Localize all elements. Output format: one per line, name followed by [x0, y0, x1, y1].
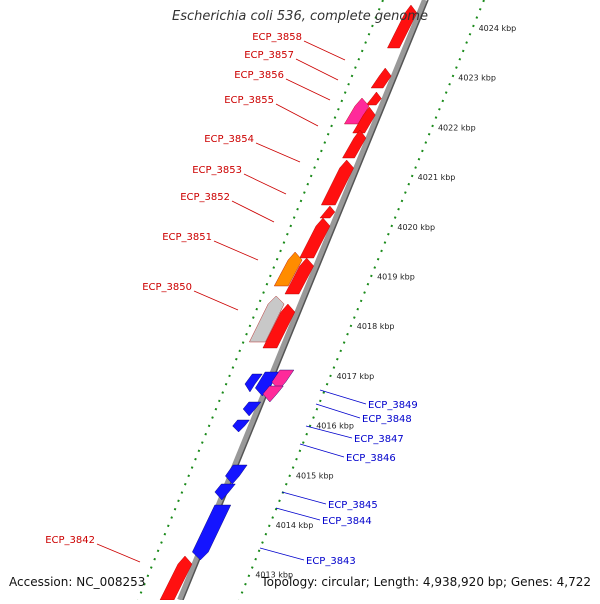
- label-leader: [255, 142, 301, 163]
- kbp-tick-label: 4020 kbp: [397, 223, 435, 232]
- forward-gene-label: ECP_3842: [45, 535, 95, 546]
- gene-reverse-pink: [262, 385, 284, 403]
- gene-forward-orange: [273, 251, 303, 287]
- kbp-tick-label: 4014 kbp: [276, 521, 314, 530]
- forward-gene-label: ECP_3855: [224, 95, 274, 106]
- kbp-tick-label: 4019 kbp: [377, 273, 415, 282]
- reverse-gene-label: ECP_3849: [368, 400, 418, 411]
- genome-backbone-shadow: [182, 0, 429, 601]
- label-leader: [259, 547, 305, 561]
- forward-gene-label: ECP_3852: [180, 192, 230, 203]
- gene-forward: [262, 303, 296, 349]
- gene-forward: [159, 555, 193, 601]
- gene-forward: [284, 257, 314, 295]
- reverse-gene-label: ECP_3845: [328, 500, 378, 511]
- kbp-tick-label: 4021 kbp: [418, 173, 456, 182]
- label-leader: [96, 543, 141, 563]
- kbp-tick-label: 4023 kbp: [458, 74, 496, 83]
- accession-text: Accession: NC_008253: [9, 575, 146, 589]
- reverse-gene-label: ECP_3844: [322, 516, 372, 527]
- gene-reverse: [232, 419, 250, 433]
- topology-summary: Topology: circular; Length: 4,938,920 bp…: [261, 575, 591, 589]
- gene-forward: [320, 159, 354, 206]
- label-leader: [275, 103, 319, 127]
- label-leader: [231, 200, 275, 223]
- reverse-gene-label: ECP_3848: [362, 414, 412, 425]
- kbp-tick-label: 4022 kbp: [438, 123, 476, 132]
- label-leader: [299, 443, 345, 458]
- label-leader: [281, 491, 327, 505]
- gene-forward: [319, 205, 336, 219]
- genome-title: Escherichia coli 536, complete genome: [172, 9, 428, 24]
- gene-forward: [342, 129, 367, 159]
- gene-forward: [365, 91, 382, 106]
- label-leader: [193, 290, 239, 311]
- gene-reverse: [225, 464, 248, 485]
- forward-gene-label: ECP_3850: [142, 282, 192, 293]
- forward-gene-label: ECP_3851: [162, 232, 212, 243]
- forward-gene-label: ECP_3857: [244, 50, 294, 61]
- kbp-tick-label: 4016 kbp: [316, 422, 354, 431]
- gene-forward: [387, 4, 418, 49]
- label-leader: [243, 173, 287, 195]
- label-leader: [295, 58, 339, 81]
- gene-reverse: [244, 373, 263, 393]
- tick-track-right: [238, 0, 485, 601]
- forward-gene-label: ECP_3856: [234, 70, 284, 81]
- gene-reverse: [192, 504, 232, 561]
- label-leader: [303, 40, 346, 61]
- reverse-gene-label: ECP_3846: [346, 453, 396, 464]
- tick-track-left: [137, 0, 384, 601]
- genome-backbone: [177, 0, 428, 602]
- kbp-tick-label: 4015 kbp: [296, 471, 334, 480]
- forward-gene-label: ECP_3858: [252, 32, 302, 43]
- gene-forward: [352, 106, 376, 134]
- gene-forward-gray: [249, 295, 285, 343]
- kbp-tick-label: 4013 kbp: [255, 571, 293, 580]
- gene-forward: [299, 217, 331, 259]
- gene-forward: [370, 67, 392, 89]
- label-leader: [213, 240, 259, 261]
- kbp-tick-label: 4024 kbp: [479, 24, 517, 33]
- label-leader: [319, 389, 367, 405]
- label-leader: [315, 403, 361, 419]
- label-leader: [275, 507, 321, 521]
- kbp-tick-label: 4017 kbp: [337, 372, 375, 381]
- label-leader: [285, 78, 331, 101]
- gene-reverse: [214, 483, 236, 501]
- kbp-tick-label: 4018 kbp: [357, 322, 395, 331]
- gene-reverse: [242, 401, 262, 417]
- reverse-gene-label: ECP_3847: [354, 434, 404, 445]
- forward-gene-label: ECP_3853: [192, 165, 242, 176]
- reverse-gene-label: ECP_3843: [306, 556, 356, 567]
- label-leader: [305, 425, 353, 439]
- forward-gene-label: ECP_3854: [204, 134, 254, 145]
